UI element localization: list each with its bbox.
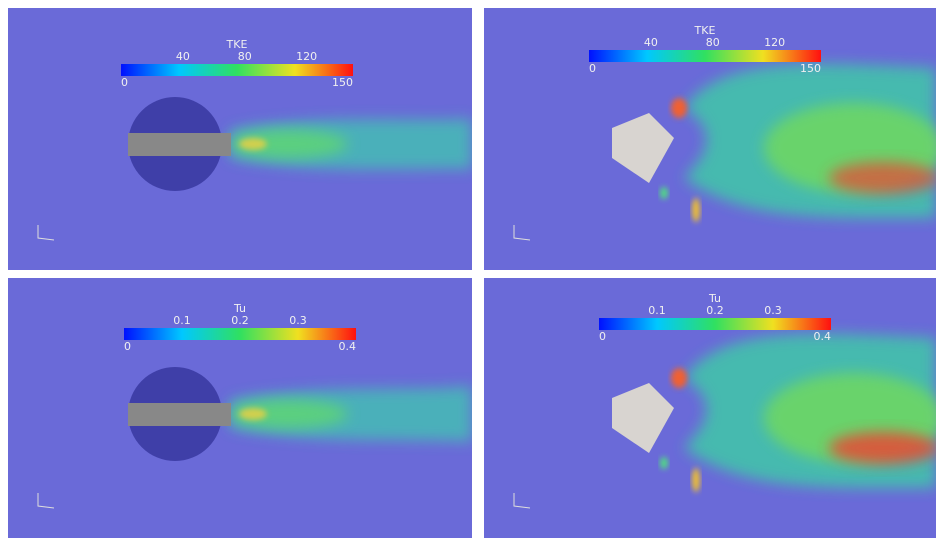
colorbar-tick-label: 0.3: [289, 314, 307, 327]
colorbar-max: 0.4: [339, 340, 357, 353]
colorbar: [599, 318, 831, 330]
colorbar-tick-label: 120: [296, 50, 317, 63]
shear-spot: [692, 198, 700, 222]
colorbar-tick-label: 80: [238, 50, 252, 63]
colorbar-min: 0: [599, 330, 606, 343]
hot-spot: [239, 138, 267, 150]
colorbar: [124, 328, 356, 340]
colorbar-tick-label: 40: [644, 36, 658, 49]
shear-spot: [660, 187, 668, 199]
colorbar-min: 0: [124, 340, 131, 353]
figure: TKE40801200150TKE40801200150Tu0.10.20.30…: [0, 0, 938, 540]
strut: [128, 403, 231, 426]
hot-spot: [829, 432, 938, 464]
colorbar-tick-label: 0.2: [706, 304, 724, 317]
colorbar: [121, 64, 353, 76]
colorbar-min: 0: [121, 76, 128, 89]
shear-spot: [660, 457, 668, 469]
colorbar-tick-label: 0.2: [231, 314, 249, 327]
shear-spot: [671, 98, 687, 118]
hot-spot: [239, 408, 267, 420]
colorbar-tick-label: 0.1: [173, 314, 191, 327]
colorbar-tick-label: 120: [764, 36, 785, 49]
colorbar: [589, 50, 821, 62]
colorbar-tick-label: 0.3: [764, 304, 782, 317]
colorbar-max: 0.4: [814, 330, 832, 343]
hot-spot: [829, 162, 938, 194]
colorbar-tick-label: 0.1: [648, 304, 666, 317]
colorbar-tick-label: 80: [706, 36, 720, 49]
strut: [128, 133, 231, 156]
colorbar-max: 150: [800, 62, 821, 75]
colorbar-tick-label: 40: [176, 50, 190, 63]
colorbar-min: 0: [589, 62, 596, 75]
shear-spot: [692, 468, 700, 492]
shear-spot: [671, 368, 687, 388]
colorbar-max: 150: [332, 76, 353, 89]
